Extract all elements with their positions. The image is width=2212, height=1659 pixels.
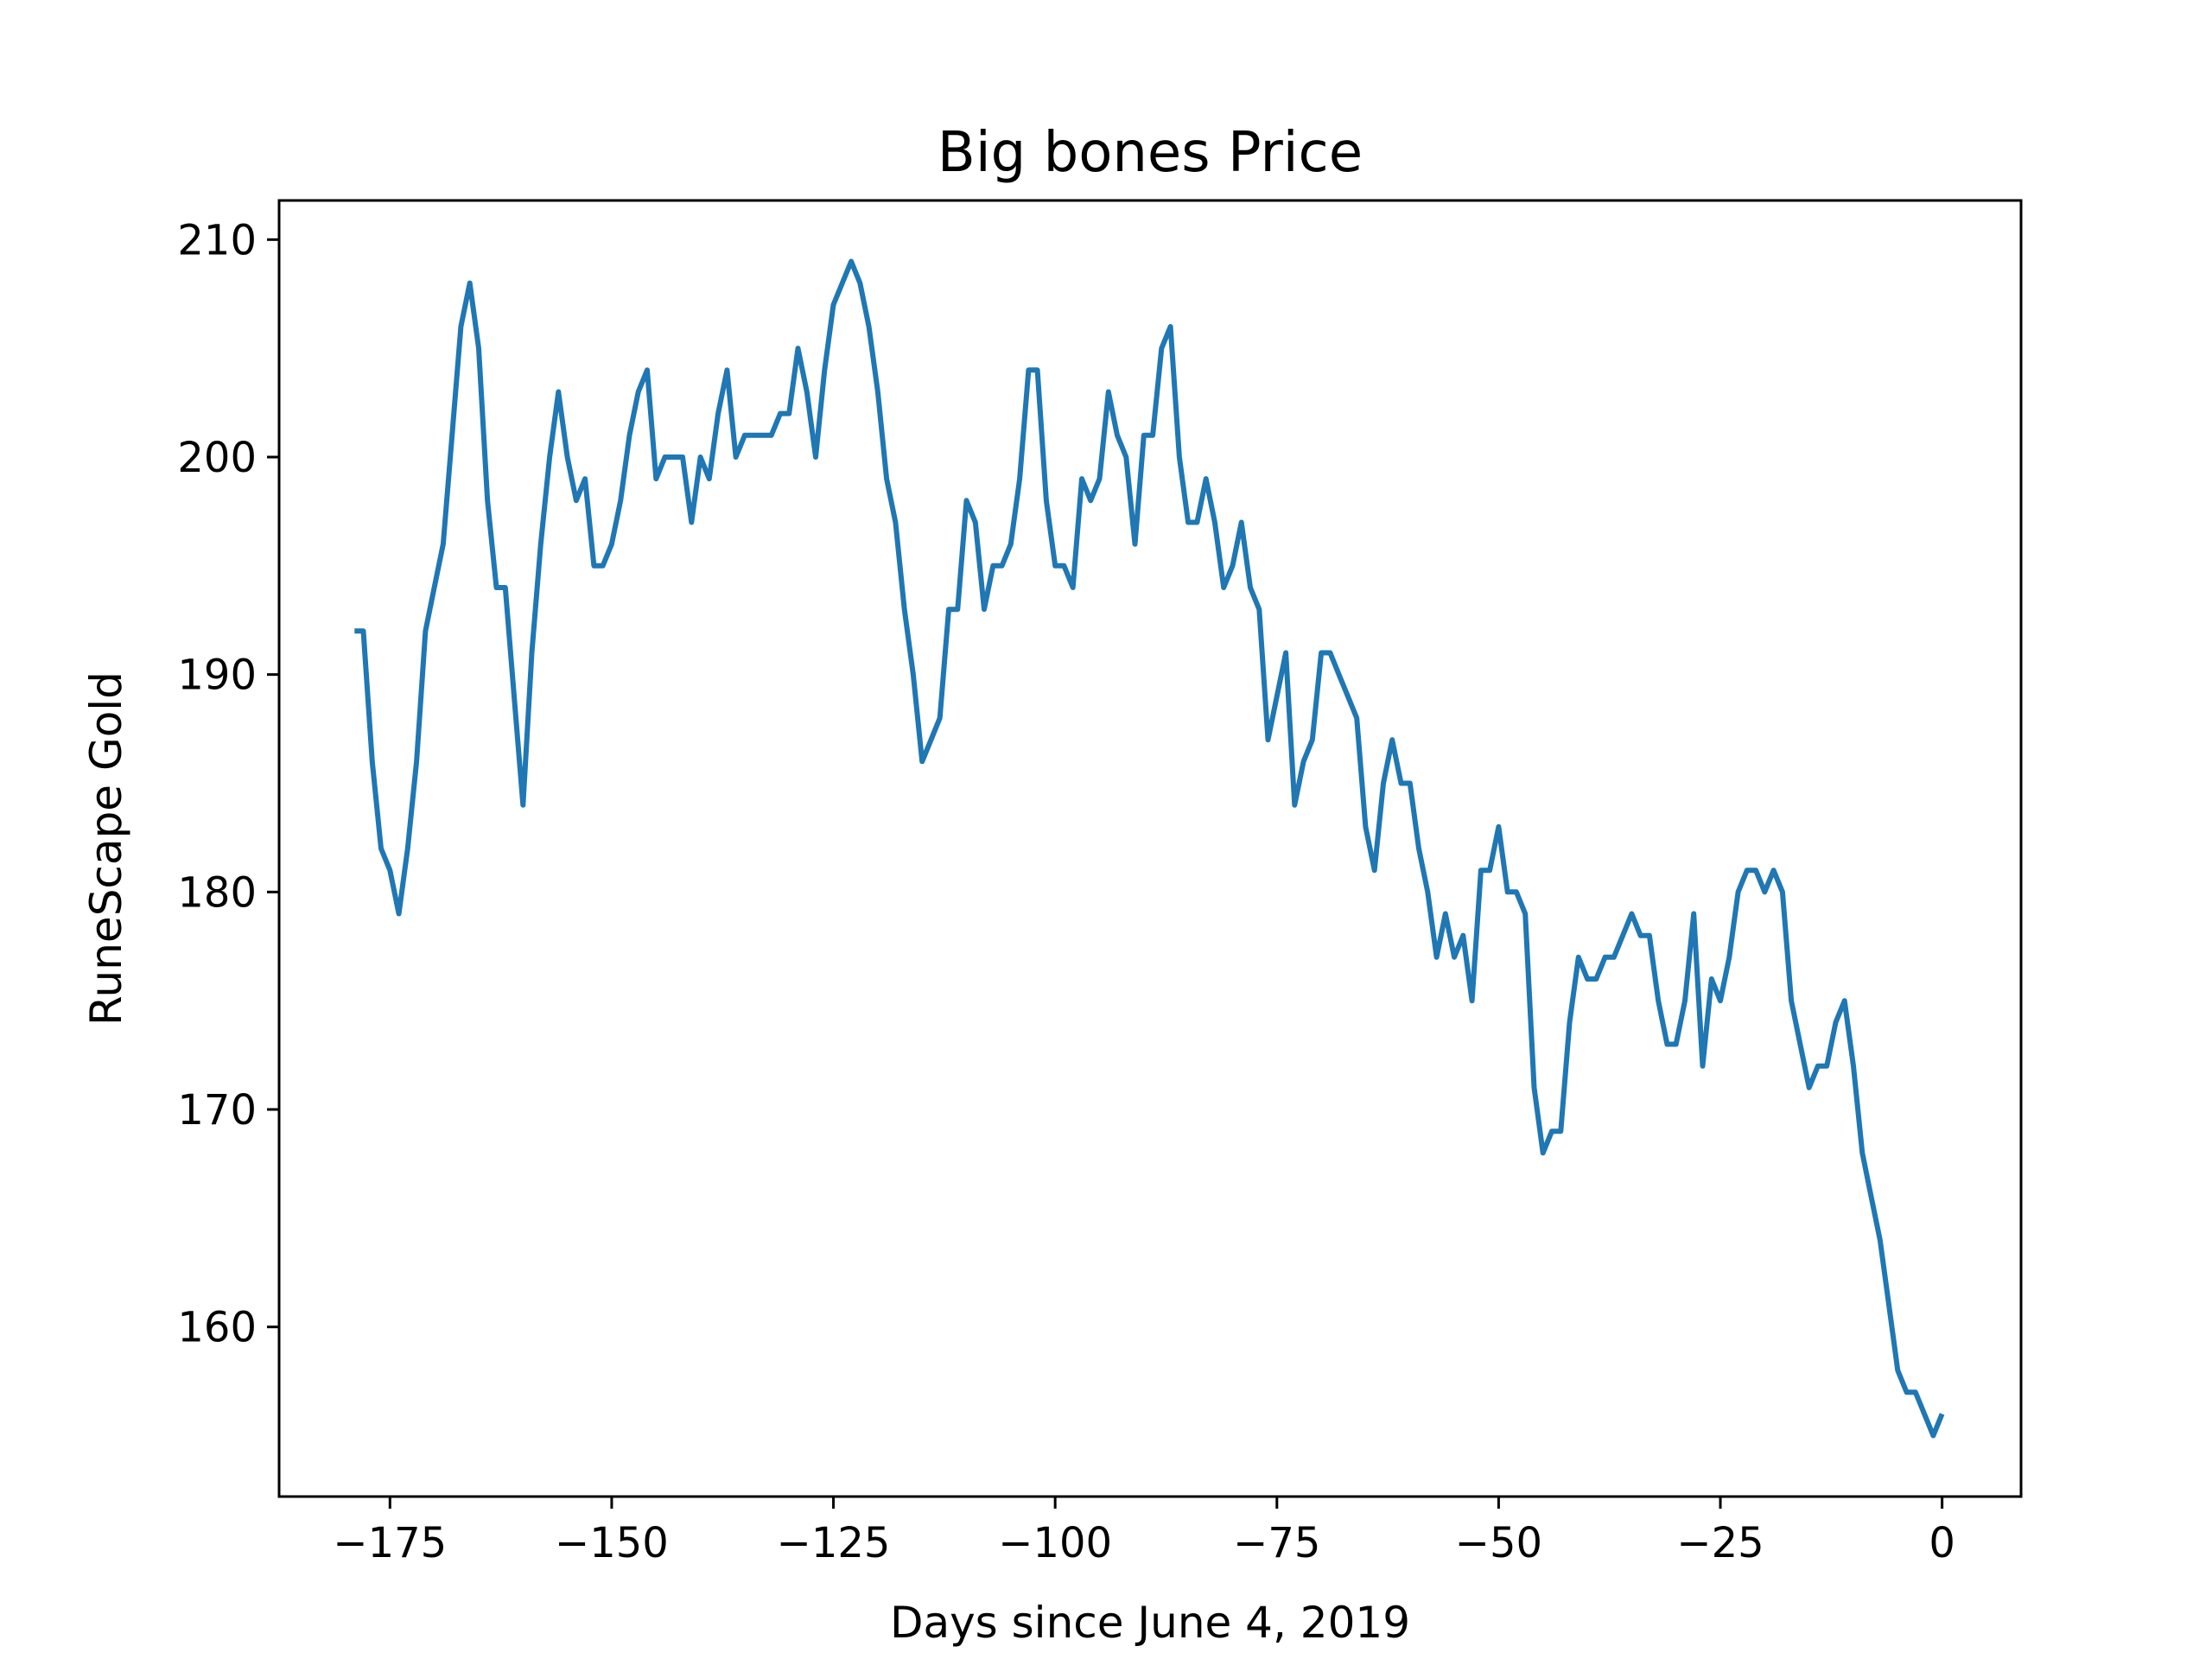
x-tick-label: −75 [1233, 1519, 1320, 1567]
y-tick-label: 160 [177, 1304, 257, 1352]
y-tick-label: 210 [177, 216, 257, 264]
x-tick-label: −50 [1455, 1519, 1542, 1567]
x-tick-label: 0 [1929, 1519, 1955, 1567]
x-tick-label: −175 [333, 1519, 447, 1567]
x-tick-label: −25 [1676, 1519, 1764, 1567]
x-tick-label: −100 [998, 1519, 1112, 1567]
x-axis: −175 −150 −125 −100 −75 −50 −25 0 [333, 1497, 1955, 1567]
plot-frame [277, 199, 2023, 1498]
y-axis-label: RuneScape Gold [81, 671, 131, 1026]
x-axis-label: Days since June 4, 2019 [890, 1598, 1410, 1648]
y-tick-label: 180 [177, 868, 257, 917]
x-tick-label: −125 [777, 1519, 891, 1567]
y-tick-label: 190 [177, 652, 257, 700]
x-tick-label: −150 [555, 1519, 669, 1567]
plot-area [354, 258, 1945, 1439]
chart-title: Big bones Price [938, 121, 1363, 185]
series-line [354, 258, 1945, 1439]
y-tick-label: 200 [177, 434, 257, 482]
y-axis: 160 170 180 190 200 210 [177, 216, 279, 1352]
y-tick-label: 170 [177, 1086, 257, 1135]
